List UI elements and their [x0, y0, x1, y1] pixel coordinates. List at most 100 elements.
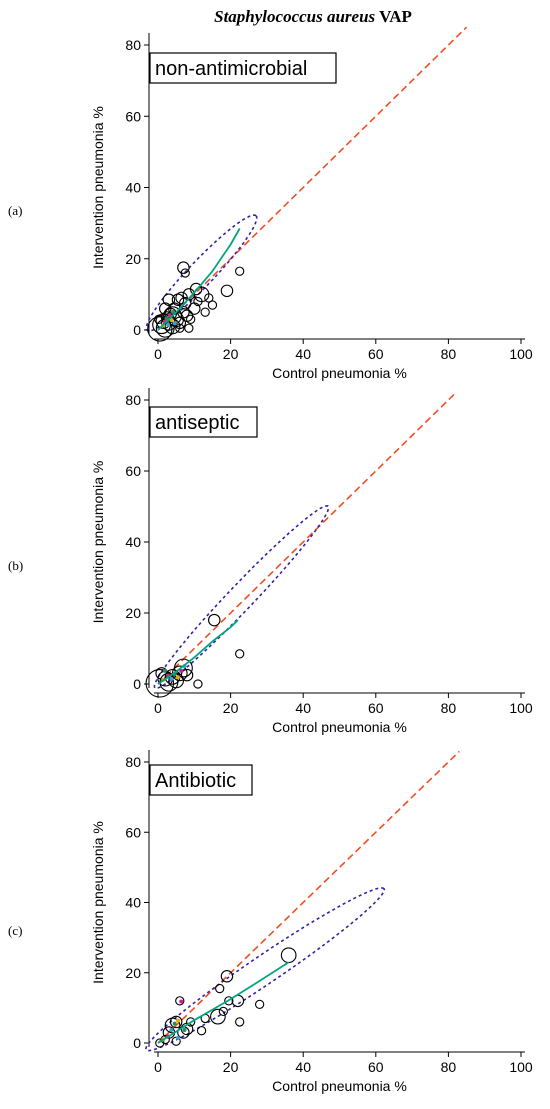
y-tick-label: 40 [125, 180, 141, 196]
panel-tag: (c) [8, 923, 22, 938]
data-point [235, 266, 245, 276]
y-tick-label: 0 [133, 322, 141, 338]
data-point [188, 302, 201, 315]
y-tick-label: 20 [125, 965, 141, 981]
x-tick-label: 0 [154, 1059, 162, 1075]
data-point [220, 284, 234, 298]
x-tick-label: 60 [368, 700, 384, 716]
y-tick-label: 0 [133, 676, 141, 692]
y-tick-label: 40 [125, 895, 141, 911]
identity-line [157, 750, 460, 1044]
data-point [196, 1026, 207, 1036]
x-tick-label: 60 [368, 1059, 384, 1075]
y-tick-label: 80 [125, 754, 141, 770]
figure-title: Staphylococcus aureus VAP [214, 7, 412, 26]
x-tick-label: 80 [441, 1059, 457, 1075]
y-tick-label: 80 [125, 37, 141, 53]
data-point [184, 323, 194, 333]
y-tick-label: 60 [125, 463, 141, 479]
inner-mark [172, 321, 177, 326]
inner-mark [171, 310, 176, 315]
data-point [204, 293, 214, 303]
y-axis-label: Intervention pneumonia % [90, 106, 106, 269]
identity-line [157, 26, 468, 331]
chart-panel-1: (a) 0 20 40 60 80 100 0 20 40 60 80 Control pneumoni… [8, 26, 533, 381]
data-point [163, 306, 182, 326]
panel-label-box [149, 764, 253, 796]
x-tick-label: 40 [295, 700, 311, 716]
data-point [180, 668, 194, 682]
panel-label: antiseptic [155, 412, 240, 434]
confidence-ellipse [145, 214, 258, 332]
x-tick-label: 80 [441, 700, 457, 716]
x-tick-label: 20 [223, 1059, 239, 1075]
data-point [220, 970, 234, 983]
inner-mark [175, 675, 180, 680]
x-tick-label: 60 [368, 346, 384, 362]
y-tick-label: 20 [125, 251, 141, 267]
data-point [180, 268, 190, 278]
inner-mark [162, 668, 167, 673]
inner-mark [182, 1028, 187, 1033]
figure-title-italic: Staphylococcus aureus [214, 7, 375, 26]
figure-title-rest: VAP [375, 7, 412, 26]
fit-curve [157, 961, 290, 1044]
x-axis-label: Control pneumonia % [272, 719, 407, 735]
data-point [177, 261, 190, 274]
inner-mark [172, 1021, 177, 1026]
data-point [254, 999, 265, 1010]
data-point [235, 649, 245, 659]
data-point [177, 305, 190, 319]
data-point [175, 323, 185, 333]
data-point [208, 613, 221, 627]
data-point [186, 314, 196, 324]
panel-label-box [149, 52, 337, 84]
x-tick-label: 20 [223, 700, 239, 716]
x-tick-label: 0 [154, 346, 162, 362]
y-tick-label: 40 [125, 534, 141, 550]
data-point [235, 1017, 245, 1027]
data-point [159, 302, 172, 315]
data-point [160, 1034, 170, 1045]
data-point [145, 669, 175, 698]
panels-container: (a) 0 20 40 60 80 100 0 20 40 60 80 Control pneumoni… [8, 26, 533, 1094]
inner-mark [169, 676, 174, 681]
identity-line [157, 392, 457, 685]
data-point [218, 1006, 228, 1017]
data-point [162, 293, 176, 306]
inner-mark [179, 999, 184, 1004]
inner-mark [179, 668, 184, 673]
data-point [200, 307, 210, 317]
y-axis-label: Intervention pneumonia % [90, 821, 106, 984]
panel-tag: (b) [8, 558, 23, 573]
y-tick-label: 20 [125, 605, 141, 621]
x-tick-label: 100 [509, 700, 533, 716]
data-point [207, 300, 218, 310]
x-axis-label: Control pneumonia % [272, 1078, 407, 1094]
y-axis-label: Intervention pneumonia % [90, 461, 106, 624]
panel-tag: (a) [8, 203, 22, 218]
inner-mark [175, 1035, 180, 1040]
y-tick-label: 80 [125, 392, 141, 408]
x-tick-label: 100 [509, 346, 533, 362]
x-tick-label: 80 [441, 346, 457, 362]
chart-panel-2: (b) 0 20 40 60 80 100 0 20 40 60 80 Control pneumoni… [8, 388, 533, 735]
fit-curve [157, 619, 239, 685]
data-point [186, 1017, 196, 1027]
x-tick-label: 100 [509, 1059, 533, 1075]
data-point [193, 679, 203, 689]
inner-mark [169, 1028, 174, 1033]
data-point [175, 996, 185, 1006]
y-tick-label: 0 [133, 1035, 141, 1051]
panel-label: Antibiotic [155, 770, 236, 792]
x-tick-label: 40 [295, 1059, 311, 1075]
y-tick-label: 60 [125, 108, 141, 124]
inner-mark [167, 313, 172, 318]
data-point [189, 282, 203, 296]
chart-panel-3: (c) 0 20 40 60 80 100 0 20 40 60 80 Control pneumoni… [8, 750, 533, 1094]
data-point [215, 983, 225, 994]
x-tick-label: 0 [154, 700, 162, 716]
inner-mark [175, 1018, 180, 1023]
panel-label: non-antimicrobial [155, 58, 307, 80]
